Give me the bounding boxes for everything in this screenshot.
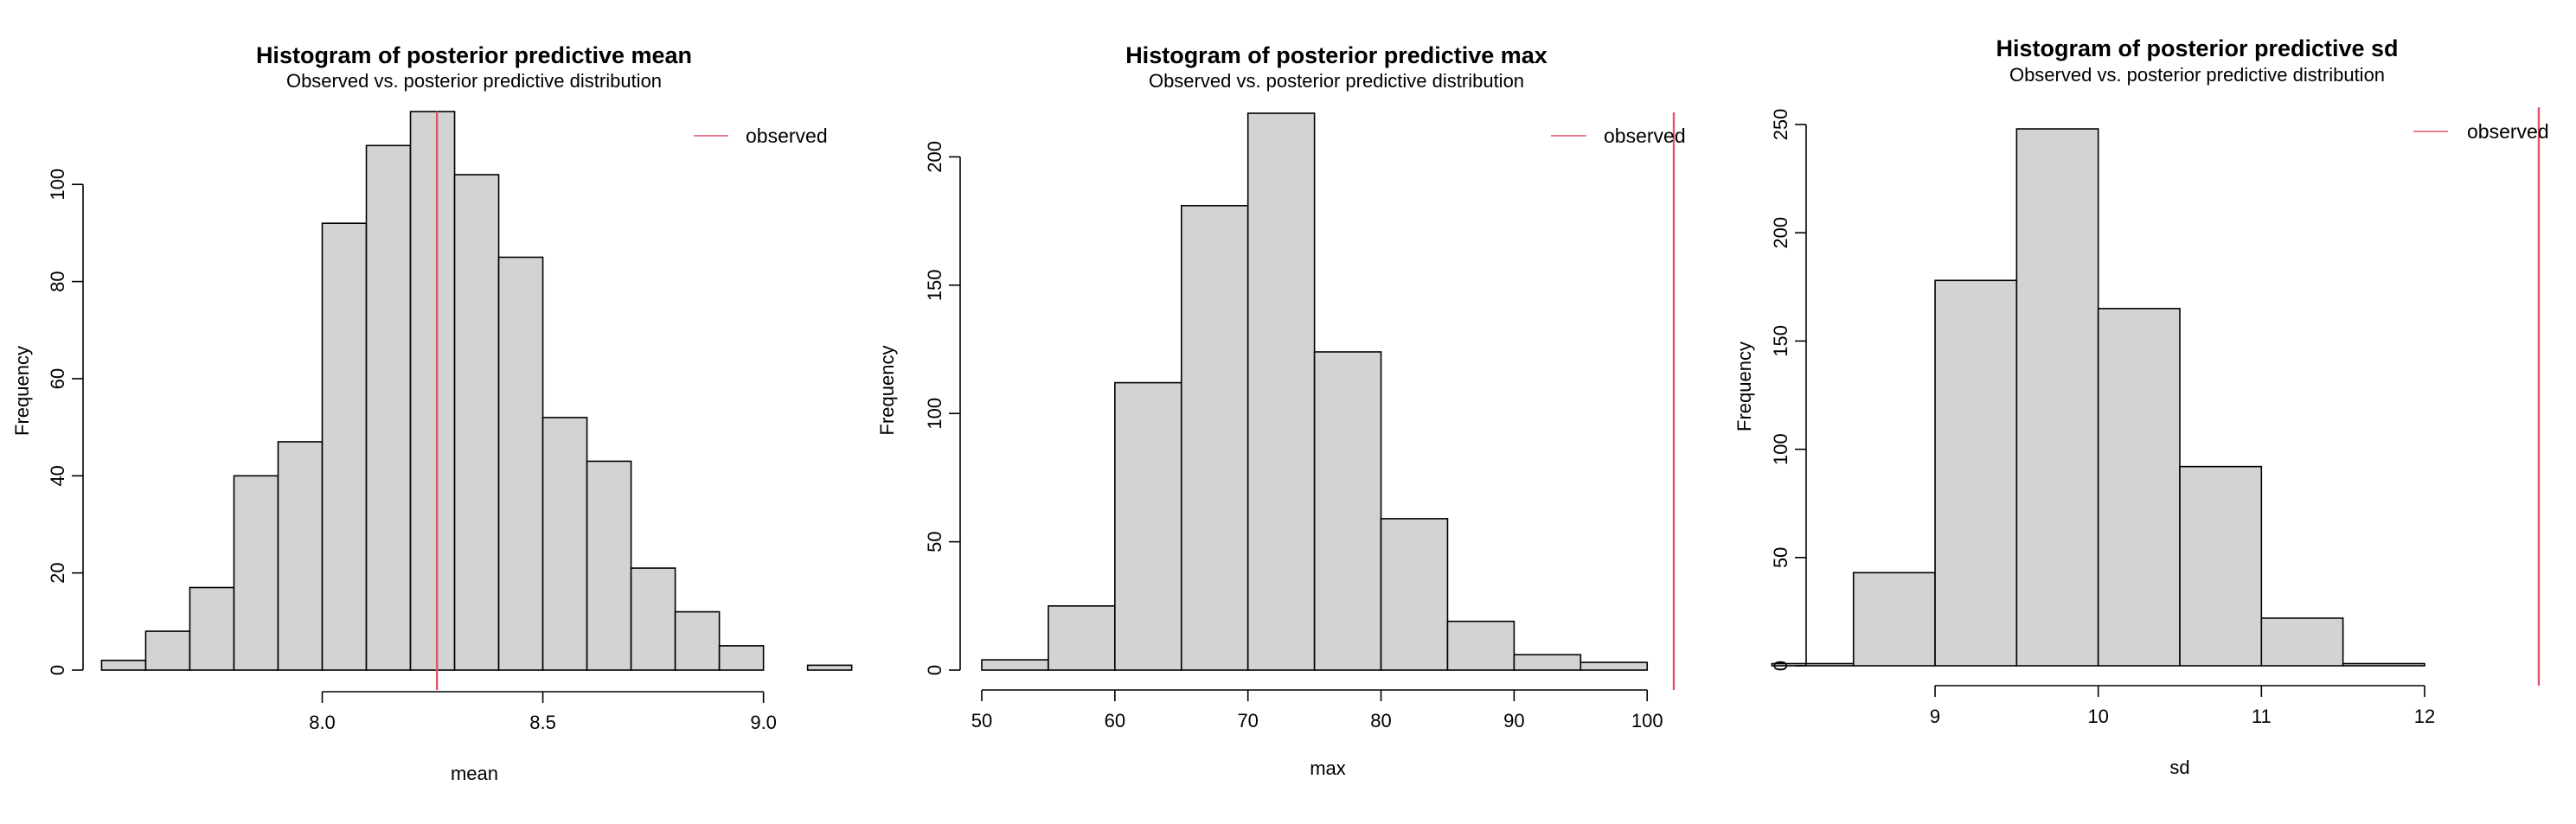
histogram-bar (1380, 518, 1449, 671)
y-tick-label: 0 (1770, 661, 1791, 671)
histogram-bar (718, 645, 765, 671)
y-tick-label: 20 (47, 562, 68, 583)
chart-subtitle: Observed vs. posterior predictive distri… (1149, 70, 1524, 92)
histogram-bar (586, 460, 632, 671)
histogram-bar (2260, 617, 2344, 667)
histogram-bar (1446, 620, 1515, 671)
histogram-bar (1934, 279, 2018, 667)
histogram-bar (2015, 128, 2099, 667)
histogram-bar (497, 256, 544, 671)
x-tick-label: 80 (1370, 710, 1391, 731)
y-tick-label: 80 (47, 271, 68, 291)
x-tick-label: 8.0 (309, 712, 336, 733)
x-tick-label: 100 (1631, 710, 1663, 731)
y-tick-label: 0 (47, 665, 68, 675)
histogram-bar (1313, 351, 1382, 671)
y-axis-label: Frequency (1733, 342, 1755, 431)
y-tick-label: 40 (47, 465, 68, 486)
legend-label: observed (2467, 120, 2549, 143)
x-tick-label: 9.0 (750, 712, 777, 733)
x-tick-label: 50 (971, 710, 992, 731)
histogram-bar (1114, 381, 1182, 671)
y-axis-label: Frequency (11, 346, 33, 436)
x-tick-label: 11 (2252, 706, 2272, 727)
histogram-bar (453, 174, 500, 671)
y-tick-label: 200 (924, 141, 945, 173)
y-axis-label: Frequency (876, 346, 898, 436)
x-tick-label: 8.5 (529, 712, 556, 733)
legend-label: observed (1604, 125, 1686, 147)
x-axis-label: sd (2169, 757, 2189, 778)
x-tick-label: 10 (2087, 706, 2108, 727)
x-axis-label: max (1310, 757, 1346, 779)
histogram-bar (806, 664, 853, 671)
histogram-bar (2342, 662, 2425, 667)
histogram-bar (541, 417, 588, 671)
histogram-bar (1513, 654, 1582, 671)
y-tick-label: 150 (924, 269, 945, 301)
histogram-bar (674, 610, 721, 671)
histogram-bar (144, 630, 191, 671)
histogram-bar (365, 144, 412, 671)
histogram-bar (1852, 572, 1936, 667)
x-tick-label: 70 (1237, 710, 1258, 731)
chart-subtitle: Observed vs. posterior predictive distri… (286, 70, 662, 92)
histogram-bar (981, 659, 1049, 671)
histogram-bar (1048, 605, 1116, 671)
y-tick-label: 150 (1770, 325, 1791, 357)
histogram-bar (189, 586, 235, 671)
chart-title: Histogram of posterior predictive sd (1996, 35, 2398, 61)
x-tick-label: 9 (1930, 706, 1940, 727)
chart-subtitle: Observed vs. posterior predictive distri… (2009, 64, 2385, 86)
histogram-bar (630, 567, 676, 671)
histogram-bar (277, 441, 324, 671)
histogram-bar (100, 659, 147, 671)
y-tick-label: 250 (1770, 109, 1791, 141)
x-axis-label: mean (451, 763, 498, 784)
histogram-bar (1246, 112, 1316, 671)
histogram-bar (409, 111, 456, 671)
y-tick-label: 100 (47, 169, 68, 201)
histogram-bar (1580, 661, 1649, 671)
y-tick-label: 50 (1770, 547, 1791, 568)
histogram-bar (1180, 205, 1249, 671)
x-tick-label: 90 (1503, 710, 1524, 731)
legend-label: observed (746, 125, 828, 147)
x-tick-label: 12 (2414, 706, 2435, 727)
y-tick-label: 0 (924, 665, 945, 675)
y-tick-label: 100 (1770, 433, 1791, 465)
y-tick-label: 100 (924, 398, 945, 430)
histogram-bar (321, 222, 368, 671)
histogram-bar (233, 475, 279, 671)
y-tick-label: 50 (924, 531, 945, 552)
histogram-bar (2179, 465, 2263, 667)
y-tick-label: 60 (47, 368, 68, 389)
y-tick-label: 200 (1770, 217, 1791, 249)
chart-title: Histogram of posterior predictive max (1125, 42, 1548, 68)
x-tick-label: 60 (1105, 710, 1125, 731)
chart-title: Histogram of posterior predictive mean (256, 42, 692, 68)
histogram-bar (2097, 308, 2181, 667)
